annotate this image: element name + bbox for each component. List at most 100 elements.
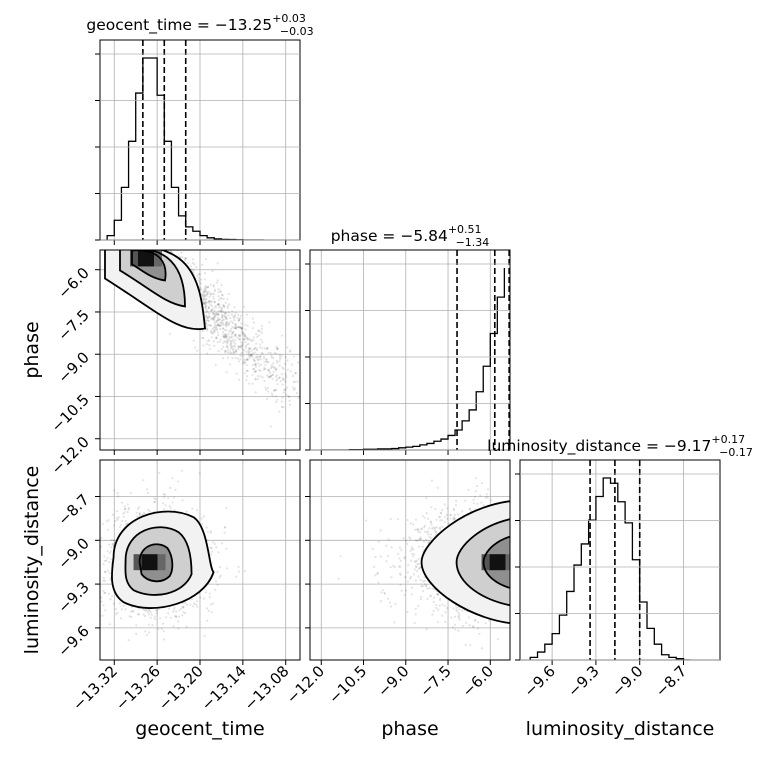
x-tick-label: −13.32 [69, 662, 121, 714]
density-cell [158, 554, 166, 570]
scatter-point [209, 348, 211, 350]
scatter-point [420, 528, 422, 530]
scatter-point [162, 623, 164, 625]
scatter-point [254, 360, 256, 362]
scatter-point [279, 354, 281, 356]
scatter-point [228, 323, 230, 325]
scatter-point [113, 524, 115, 526]
scatter-point [104, 560, 106, 562]
scatter-point [246, 314, 248, 316]
scatter-point [417, 531, 419, 533]
scatter-point [279, 358, 281, 360]
scatter-point [130, 492, 132, 494]
scatter-point [100, 597, 102, 599]
scatter-point [200, 278, 202, 280]
scatter-point [254, 364, 256, 366]
scatter-point [411, 546, 413, 548]
scatter-point [248, 338, 250, 340]
scatter-point [385, 545, 387, 547]
scatter-point [249, 357, 251, 359]
x-tick-label: −13.14 [198, 662, 250, 714]
scatter-point [282, 384, 284, 386]
scatter-point [173, 625, 175, 627]
scatter-point [453, 509, 455, 511]
scatter-point [168, 608, 170, 610]
scatter-point [390, 518, 392, 520]
scatter-point [217, 303, 219, 305]
scatter-point [94, 584, 96, 586]
scatter-point [431, 523, 433, 525]
scatter-point [219, 321, 221, 323]
scatter-point [163, 630, 165, 632]
scatter-point [169, 333, 171, 335]
scatter-point [211, 328, 213, 330]
scatter-point [301, 382, 303, 384]
scatter-point [181, 470, 183, 472]
scatter-point [422, 585, 424, 587]
scatter-point [212, 541, 214, 543]
scatter-point [234, 343, 236, 345]
scatter-point [465, 622, 467, 624]
scatter-point [201, 523, 203, 525]
scatter-point [104, 592, 106, 594]
scatter-point [215, 364, 217, 366]
scatter-point [157, 628, 159, 630]
scatter-point [148, 247, 150, 249]
scatter-point [217, 317, 219, 319]
scatter-point [208, 307, 210, 309]
scatter-point [248, 351, 250, 353]
scatter-point [439, 516, 441, 518]
scatter-point [287, 395, 289, 397]
scatter-point [229, 363, 231, 365]
scatter-point [237, 358, 239, 360]
scatter-point [223, 306, 225, 308]
scatter-point [110, 558, 112, 560]
scatter-point [213, 317, 215, 319]
scatter-point [413, 548, 415, 550]
x-tick-label: −13.08 [241, 662, 293, 714]
scatter-point [201, 517, 203, 519]
scatter-point [210, 603, 212, 605]
scatter-point [165, 616, 167, 618]
scatter-point [268, 352, 270, 354]
scatter-point [51, 523, 53, 525]
scatter-point [275, 395, 277, 397]
scatter-point [231, 320, 233, 322]
scatter-point [215, 546, 217, 548]
scatter-point [394, 603, 396, 605]
scatter-point [282, 368, 284, 370]
scatter-point [280, 380, 282, 382]
scatter-point [261, 332, 263, 334]
scatter-point [101, 615, 103, 617]
scatter-point [406, 611, 408, 613]
scatter-point [109, 572, 111, 574]
scatter-point [94, 556, 96, 558]
scatter-point [213, 325, 215, 327]
scatter-point [106, 557, 108, 559]
scatter-point [430, 506, 432, 508]
scatter-point [251, 374, 253, 376]
scatter-point [380, 591, 382, 593]
scatter-point [149, 609, 151, 611]
scatter-point [153, 497, 155, 499]
scatter-point [282, 397, 284, 399]
scatter-point [392, 565, 394, 567]
scatter-point [380, 461, 382, 463]
scatter-point [77, 532, 79, 534]
scatter-point [243, 349, 245, 351]
scatter-point [264, 364, 266, 366]
scatter-point [235, 325, 237, 327]
scatter-point [147, 247, 149, 249]
scatter-point [89, 559, 91, 561]
scatter-point [211, 317, 213, 319]
scatter-point [316, 431, 318, 433]
scatter-point [163, 638, 165, 640]
scatter-point [229, 351, 231, 353]
scatter-point [154, 615, 156, 617]
scatter-point [220, 307, 222, 309]
scatter-point [259, 343, 261, 345]
scatter-point [138, 506, 140, 508]
scatter-point [206, 607, 208, 609]
scatter-point [246, 337, 248, 339]
scatter-point [127, 503, 129, 505]
